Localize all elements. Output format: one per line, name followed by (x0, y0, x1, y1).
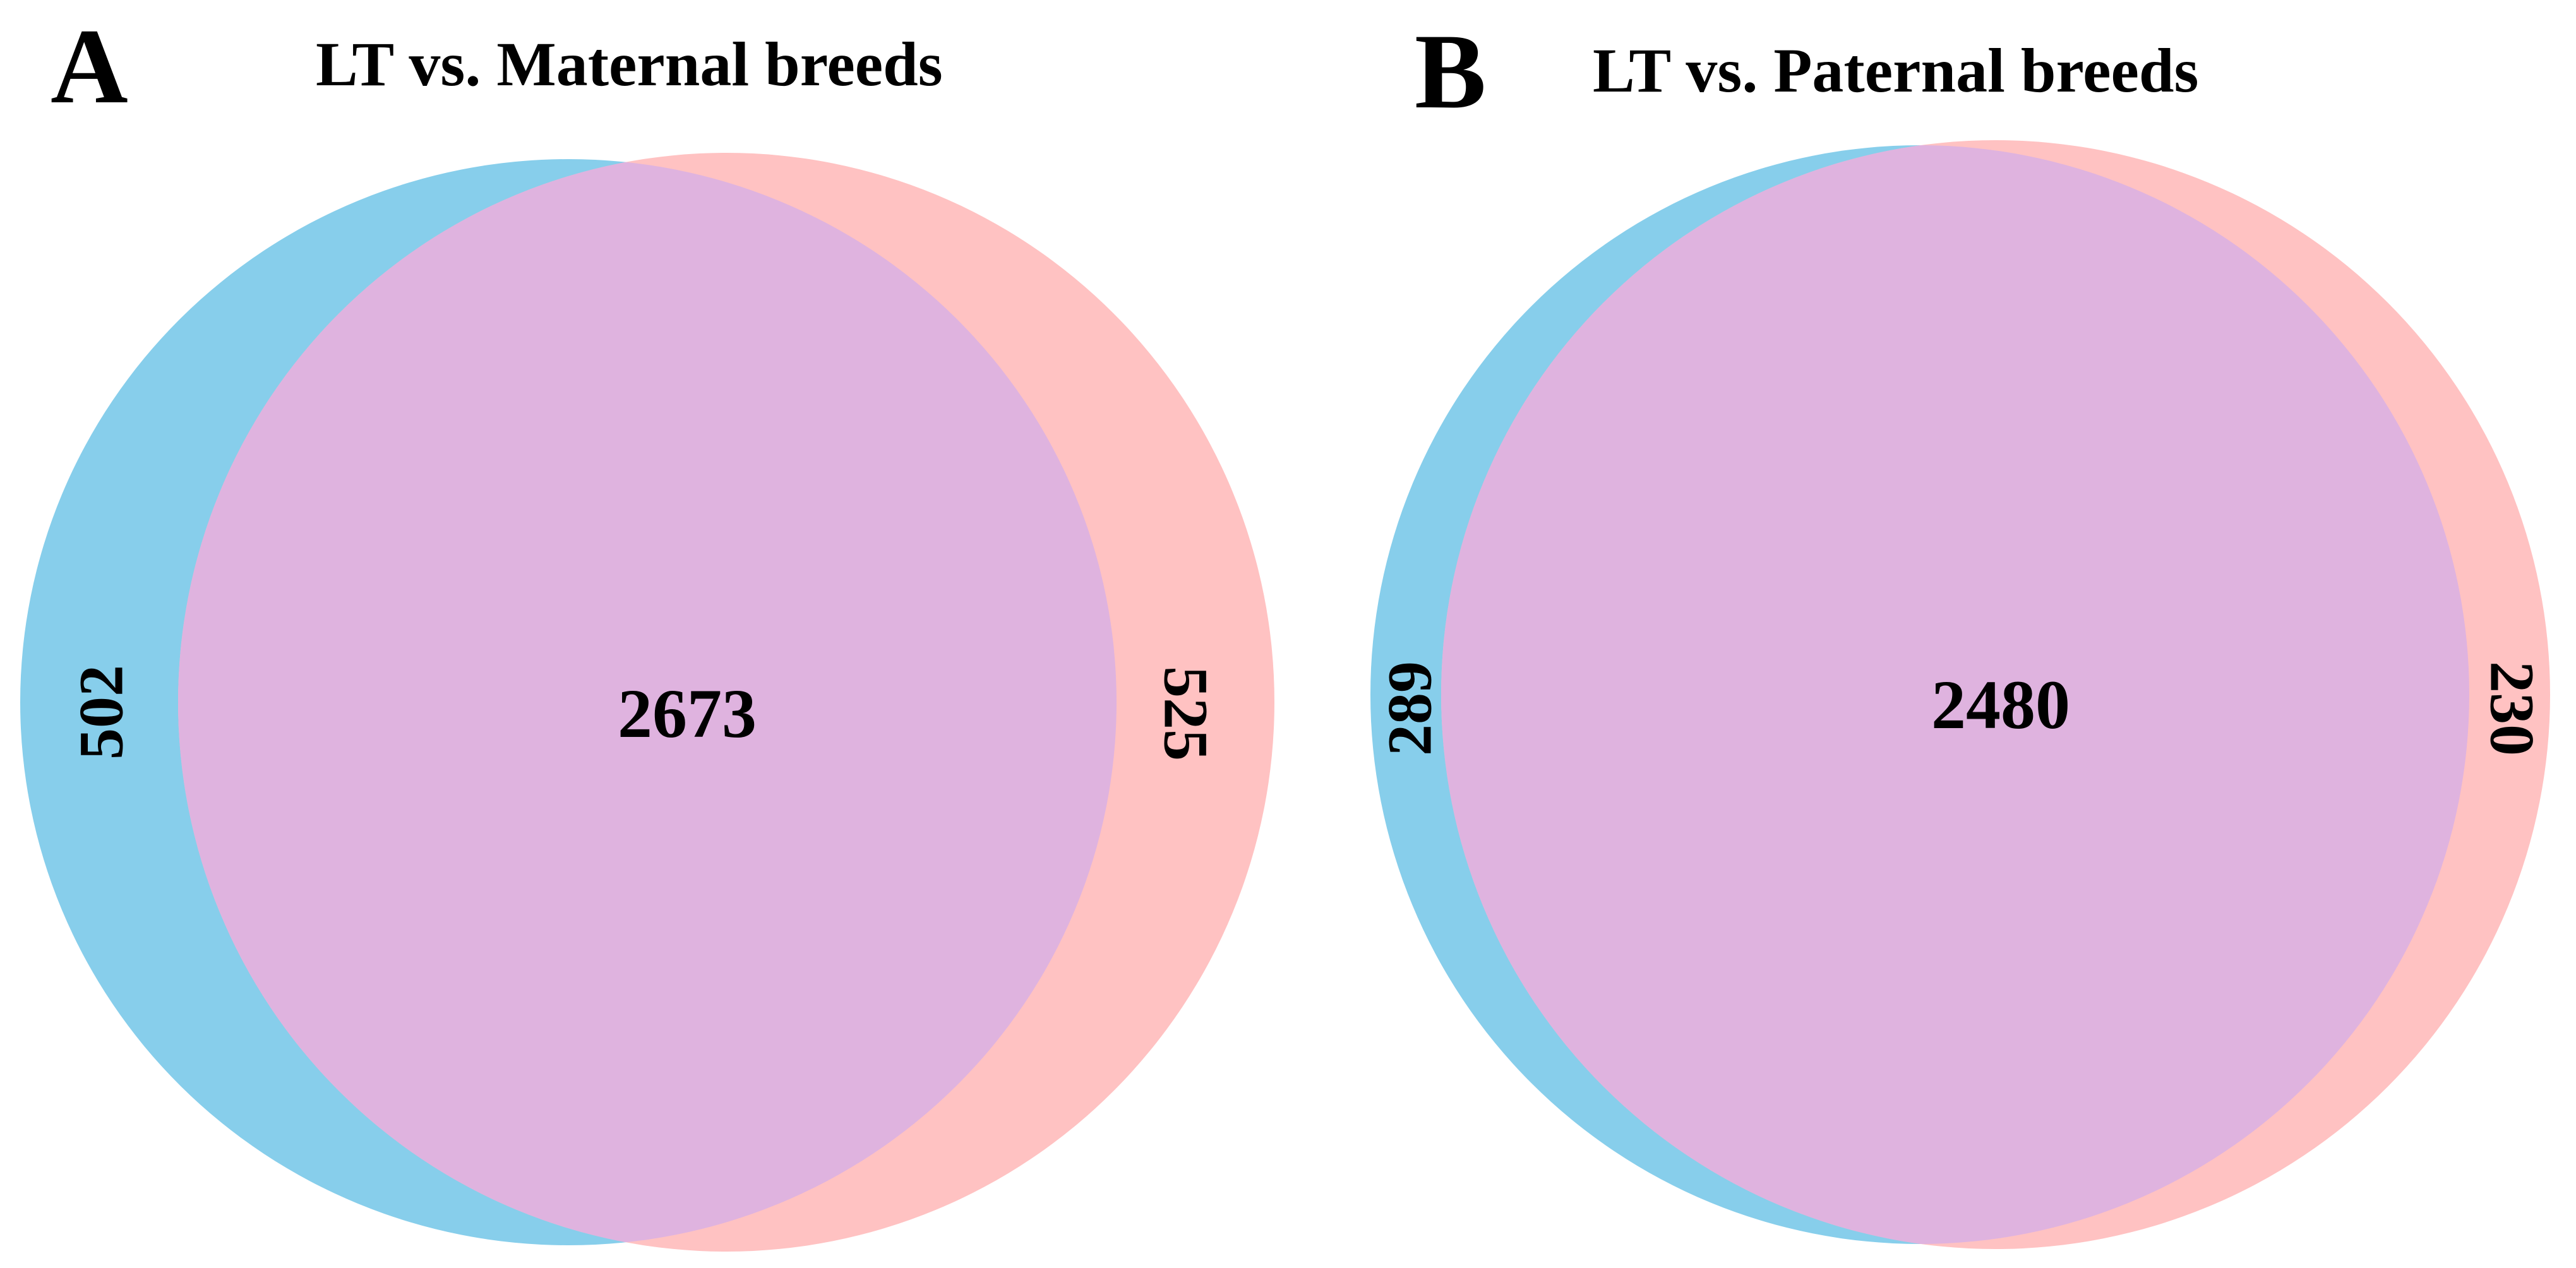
venn-b-overlap-count: 2480 (1931, 666, 2070, 743)
venn-a-overlap-count: 2673 (618, 675, 757, 752)
venn-a-right-count: 525 (1151, 666, 1221, 761)
panel-b-title: LT vs. Paternal breeds (1593, 35, 2199, 105)
panel-b-letter: B (1415, 12, 1487, 131)
venn-b: 289 2480 230 (1370, 140, 2550, 1249)
venn-b-left-count: 289 (1375, 661, 1445, 756)
venn-a-overlap-region (178, 159, 1117, 1245)
panel-a-letter: A (51, 7, 128, 126)
panel-a-title: LT vs. Maternal breeds (316, 29, 943, 99)
venn-a: 502 2673 525 (20, 153, 1274, 1252)
venn-b-right-count: 230 (2477, 661, 2548, 756)
venn-a-left-count: 502 (66, 665, 136, 760)
venn-b-overlap-region (1441, 145, 2469, 1244)
